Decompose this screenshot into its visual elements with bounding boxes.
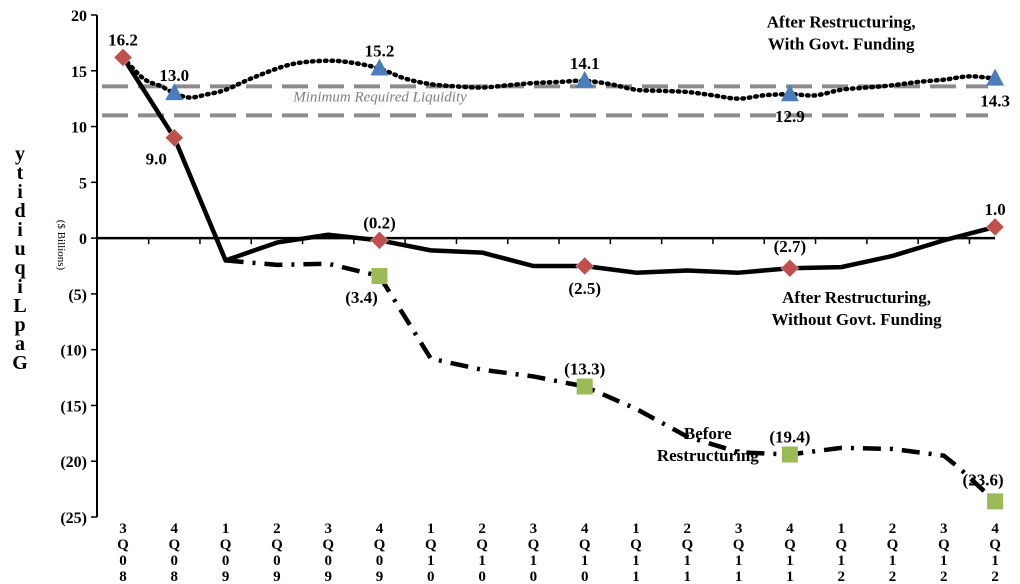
y-tick-label: (25) bbox=[60, 510, 87, 527]
data-label: 9.0 bbox=[146, 150, 167, 169]
data-point-square bbox=[371, 268, 388, 285]
data-label: (2.5) bbox=[568, 279, 601, 298]
data-point-square bbox=[781, 446, 798, 463]
data-point-triangle bbox=[165, 83, 184, 101]
reference-line-label: Minimum Required Liquidity bbox=[292, 89, 467, 105]
y-tick-label: 0 bbox=[79, 231, 87, 248]
data-label: 15.2 bbox=[365, 42, 395, 61]
data-point-diamond bbox=[370, 230, 389, 250]
y-tick-label: (15) bbox=[60, 398, 87, 415]
y-tick-label: 20 bbox=[71, 8, 87, 25]
data-label: (23.6) bbox=[963, 470, 1004, 489]
y-tick-label: 15 bbox=[71, 64, 87, 81]
series-annotation: Before bbox=[684, 424, 732, 443]
data-point-diamond bbox=[164, 128, 184, 148]
data-label: 13.0 bbox=[159, 66, 189, 85]
markers-layer bbox=[113, 48, 1005, 510]
y-tick-label: 10 bbox=[71, 120, 87, 137]
data-label: (3.4) bbox=[345, 288, 378, 307]
data-point-diamond bbox=[575, 256, 595, 276]
data-label: 1.0 bbox=[984, 200, 1005, 219]
data-label: (0.2) bbox=[363, 213, 396, 232]
data-label: (2.7) bbox=[774, 237, 807, 256]
data-point-triangle bbox=[575, 70, 594, 88]
series-annotation: After Restructuring, bbox=[782, 288, 931, 307]
y-tick-label: (20) bbox=[60, 454, 87, 471]
y-tick-label: (5) bbox=[68, 287, 87, 304]
series-line bbox=[120, 55, 998, 101]
data-point-square bbox=[987, 493, 1004, 510]
data-label: (19.4) bbox=[769, 428, 810, 447]
series-annotation: Without Govt. Funding bbox=[771, 310, 942, 329]
data-point-triangle bbox=[986, 68, 1005, 86]
reference-lines-layer bbox=[102, 84, 988, 118]
axes-layer bbox=[91, 14, 995, 518]
data-point-square bbox=[576, 378, 593, 395]
data-label: 14.3 bbox=[980, 92, 1010, 111]
data-label: 12.9 bbox=[775, 107, 805, 126]
y-tick-label: 5 bbox=[79, 175, 87, 192]
series-layer bbox=[120, 55, 998, 504]
series-line bbox=[225, 258, 997, 504]
data-point-triangle bbox=[370, 58, 389, 76]
data-point-diamond bbox=[780, 258, 800, 278]
data-point-diamond bbox=[113, 48, 133, 67]
text-layer: Minimum Required Liquidity 20 15 10 5 0 (5) (10… bbox=[12, 8, 1010, 584]
series-annotation: After Restructuring, bbox=[767, 12, 916, 31]
data-label: (13.3) bbox=[564, 359, 605, 378]
series-annotation: With Govt. Funding bbox=[768, 34, 915, 53]
series-annotation: Restructuring bbox=[657, 446, 759, 465]
data-label: 14.1 bbox=[570, 54, 600, 73]
y-tick-label: (10) bbox=[60, 343, 87, 360]
series-line bbox=[121, 56, 996, 275]
y-axis-unit: ($ Billions) bbox=[55, 220, 67, 271]
data-point-diamond bbox=[985, 217, 1005, 237]
data-label: 16.2 bbox=[108, 30, 138, 49]
data-point-triangle bbox=[780, 84, 799, 102]
